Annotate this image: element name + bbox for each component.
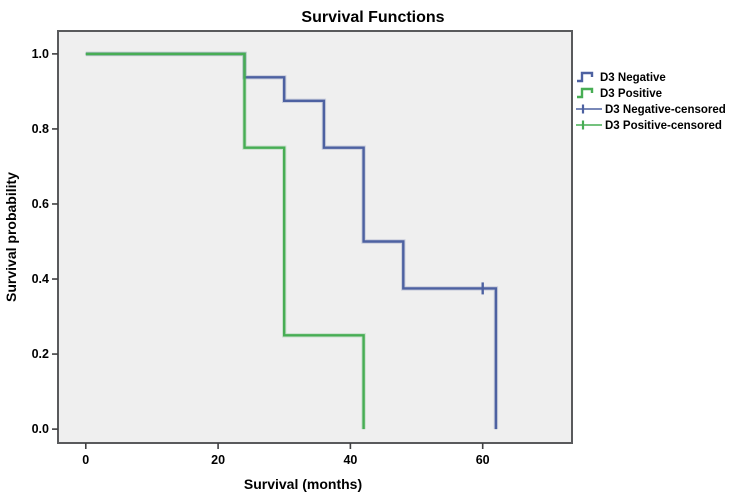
axis-ticks-layer: 0 20 40 60 0.0 0.2 0.4 0.6 0.8 1.0 [32,47,490,467]
y-tick-label: 0.0 [32,422,49,436]
chart-title: Survival Functions [301,9,444,26]
survival-curves-layer [85,51,499,430]
legend-item: D3 Positive [577,87,662,100]
x-tick-label: 40 [343,453,357,467]
legend-item: D3 Negative-censored [576,104,726,116]
legend-item: D3 Negative [577,71,666,84]
y-tick-label: 0.8 [32,122,49,136]
x-tick-label: 0 [82,453,89,467]
legend: D3 Negative D3 Positive D3 Negative-censor… [576,71,726,132]
legend-item-label: D3 Positive-censored [605,120,722,132]
survival-curve-d3-positive [85,52,365,430]
x-tick-label: 60 [476,453,490,467]
legend-item-label: D3 Negative [600,72,666,84]
legend-item: D3 Positive-censored [576,120,722,132]
y-tick-label: 1.0 [32,47,49,61]
y-tick-label: 0.4 [32,272,49,286]
legend-step-line-icon [577,71,594,83]
y-tick-label: 0.6 [32,197,49,211]
legend-step-line-icon [577,87,594,99]
x-axis-label: Survival (months) [244,476,362,492]
y-tick-label: 0.2 [32,347,49,361]
legend-item-label: D3 Negative-censored [605,104,726,116]
legend-item-label: D3 Positive [600,88,662,100]
y-axis-label: Survival probability [3,172,19,302]
x-tick-label: 20 [211,453,225,467]
